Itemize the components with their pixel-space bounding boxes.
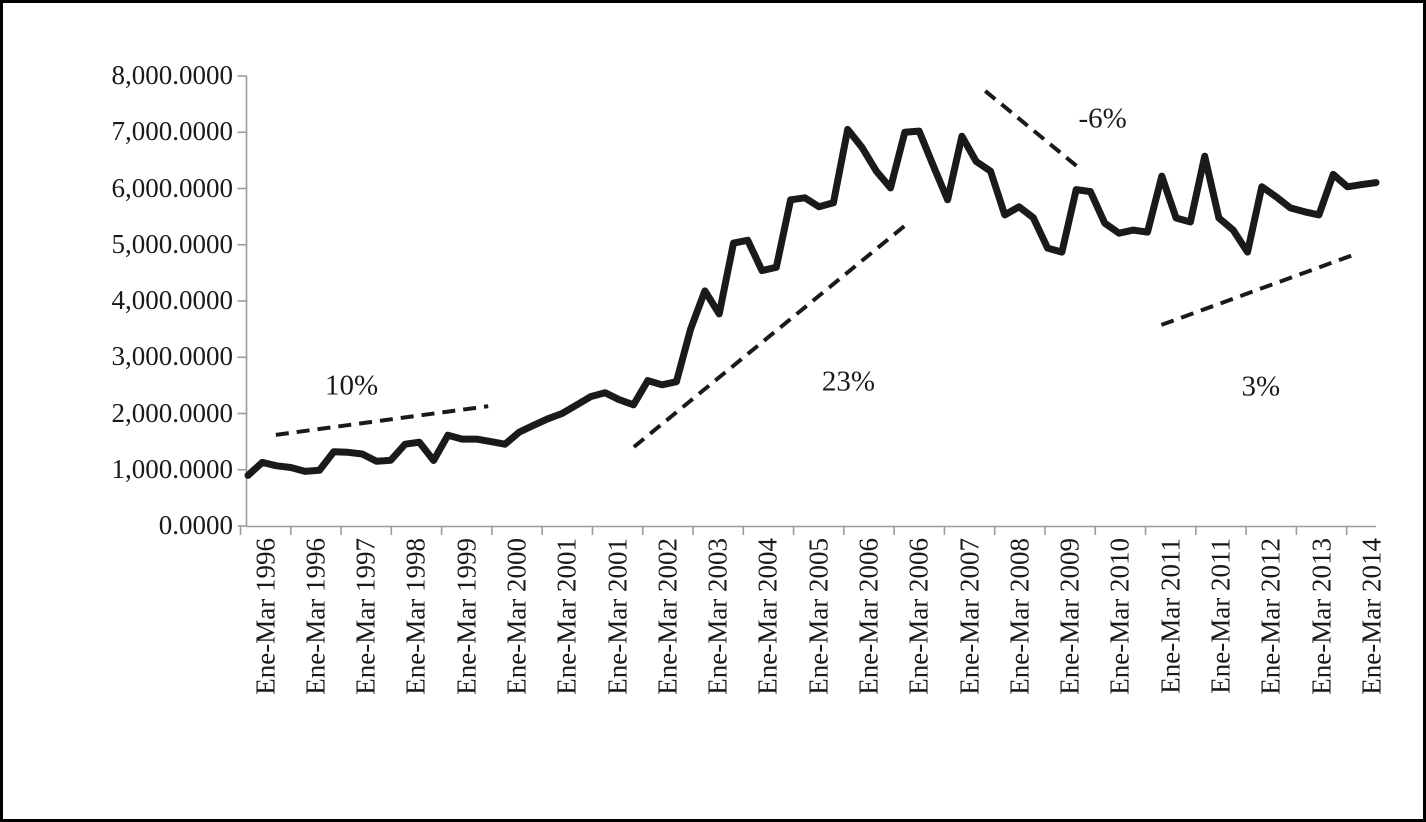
x-axis-tick-label: Ene-Mar 2014	[1356, 538, 1387, 695]
y-axis-tick-label: 8,000.0000	[111, 60, 234, 90]
x-axis-tick-label: Ene-Mar 2007	[954, 538, 985, 695]
x-axis-tick-label: Ene-Mar 1996	[250, 538, 281, 695]
x-axis-tick-label: Ene-Mar 2011	[1155, 538, 1186, 694]
x-axis-tick-label: Ene-Mar 2001	[602, 538, 633, 695]
x-axis-tick-label: Ene-Mar 1996	[300, 538, 331, 695]
growth-rate-label: 10%	[324, 369, 379, 402]
x-axis-tick-label: Ene-Mar 2008	[1004, 538, 1035, 695]
line-chart-canvas	[237, 75, 1380, 535]
y-axis-tick-label: 6,000.0000	[111, 172, 234, 203]
x-axis-tick-label: Ene-Mar 2002	[652, 538, 683, 695]
x-axis-tick-label: Ene-Mar 2001	[551, 538, 582, 695]
y-axis-tick-label: 4,000.0000	[111, 285, 234, 315]
x-axis-tick-label: Ene-Mar 2006	[853, 538, 884, 695]
trend-line-0	[275, 404, 489, 437]
y-axis-tick-label: 5,000.0000	[111, 228, 234, 259]
growth-rate-label: 3%	[1241, 370, 1281, 403]
y-axis-tick-label: 0.0000	[158, 510, 233, 540]
y-axis-tick-label: 3,000.0000	[111, 341, 234, 372]
y-axis-tick-label: 1,000.0000	[111, 453, 234, 484]
x-axis-tick-label: Ene-Mar 2004	[752, 538, 783, 695]
trend-line-3	[1160, 252, 1355, 327]
x-axis-tick-label: Ene-Mar 2006	[903, 538, 934, 695]
x-axis-tick-label: Ene-Mar 2003	[702, 538, 733, 695]
data-series-line	[244, 125, 1380, 479]
x-axis-tick-label: Ene-Mar 2011	[1205, 538, 1236, 694]
x-axis-tick-label: Ene-Mar 2010	[1104, 538, 1135, 695]
x-axis-tick-label: Ene-Mar 1997	[350, 538, 381, 695]
x-axis-tick-label: Ene-Mar 2013	[1306, 538, 1337, 695]
trend-line-1	[632, 221, 910, 449]
growth-rate-label: 23%	[821, 365, 876, 398]
y-axis-tick-label: 2,000.0000	[111, 397, 234, 428]
x-axis-tick-label: Ene-Mar 1998	[400, 538, 431, 695]
x-axis-tick-label: Ene-Mar 2009	[1054, 538, 1085, 695]
x-axis-tick-label: Ene-Mar 1999	[451, 538, 482, 695]
x-axis-tick-label: Ene-Mar 2012	[1255, 538, 1286, 695]
growth-rate-label: -6%	[1078, 102, 1127, 135]
y-axis-tick-label: 7,000.0000	[111, 116, 234, 147]
x-axis-tick-label: Ene-Mar 2005	[803, 538, 834, 695]
x-axis-tick-label: Ene-Mar 2000	[501, 538, 532, 695]
trend-line-2	[983, 89, 1078, 168]
